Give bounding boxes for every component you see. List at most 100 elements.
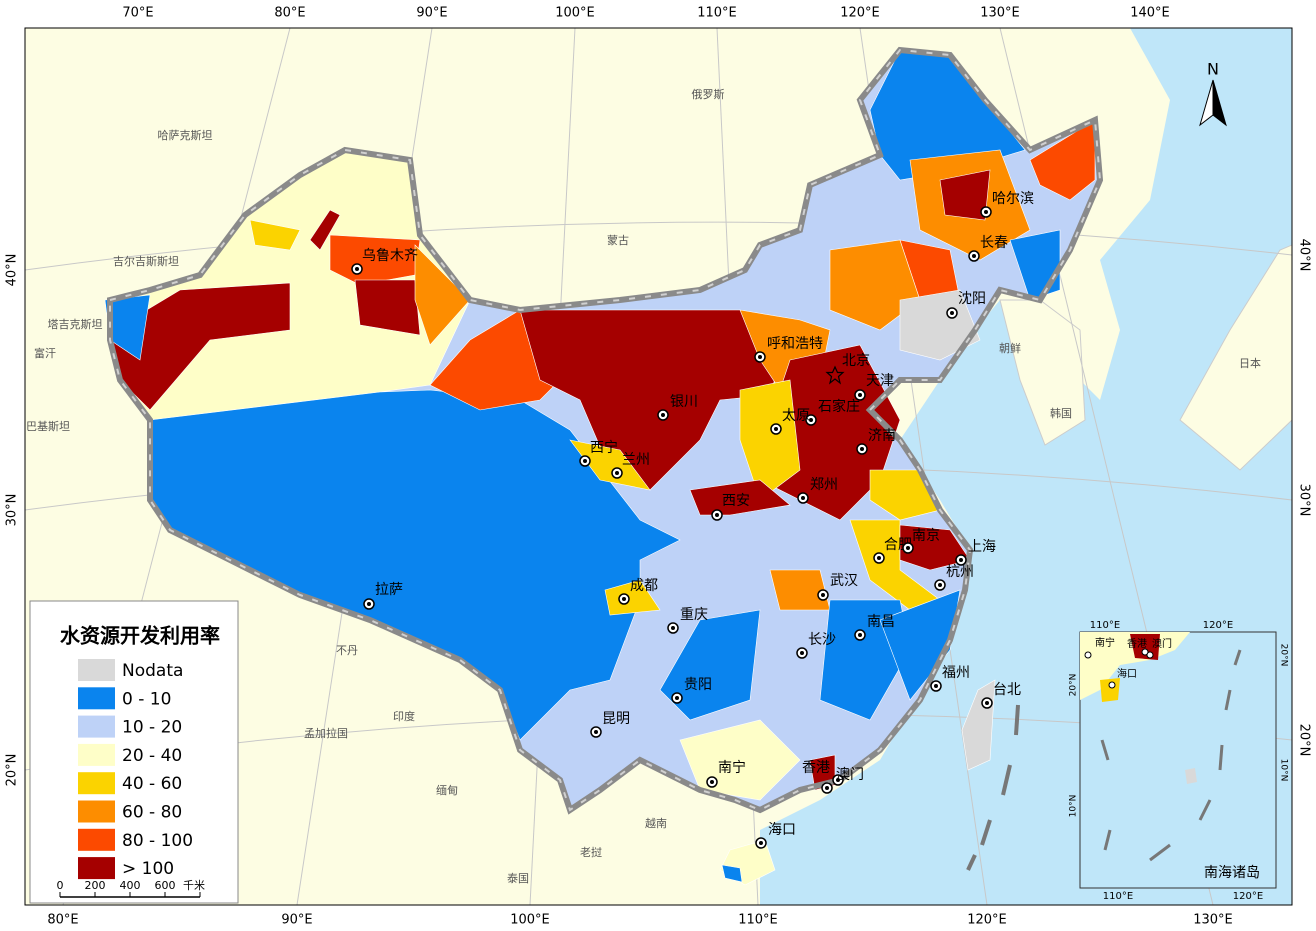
- lat-label: 40°N: [1297, 239, 1312, 272]
- country-label: 缅甸: [436, 783, 458, 797]
- city-marker: [985, 701, 989, 705]
- city-marker: [972, 254, 976, 258]
- city-marker: [759, 841, 763, 845]
- inset-lon: 110°E: [1103, 891, 1133, 902]
- country-label: 巴基斯坦: [26, 419, 70, 433]
- city-marker: [858, 633, 862, 637]
- legend-label: Nodata: [122, 661, 183, 681]
- city-marker: [671, 626, 675, 630]
- city-marker: [355, 267, 359, 271]
- inset-city-label: 香港: [1127, 638, 1147, 650]
- city-marker: [774, 427, 778, 431]
- legend-swatch: [78, 743, 115, 766]
- inset-lat: 20°N: [1069, 674, 1079, 697]
- city-label: 石家庄: [818, 398, 860, 415]
- lat-label: 30°N: [1297, 484, 1312, 517]
- city-label: 太原: [782, 408, 810, 424]
- regions: [104, 49, 1101, 886]
- city-label: 济南: [868, 428, 896, 444]
- city-label: 呼和浩特: [767, 336, 823, 352]
- country-label: 不丹: [336, 644, 358, 657]
- city-marker: [877, 556, 881, 560]
- city-label: 拉萨: [375, 582, 403, 598]
- inset-city-label: 澳门: [1152, 637, 1172, 650]
- lon-label: 130°E: [980, 6, 1020, 21]
- country-label: 蒙古: [607, 234, 629, 247]
- city-marker: [367, 602, 371, 606]
- country-label: 富汗: [34, 346, 56, 360]
- lon-label: 110°E: [738, 913, 778, 928]
- lon-label: 90°E: [416, 6, 447, 21]
- city-label: 澳门: [836, 767, 864, 783]
- inset-land: [1100, 678, 1120, 702]
- city-label: 银川: [670, 394, 698, 410]
- region: [879, 589, 961, 701]
- scale-bar: 0 200 400 600 千米: [57, 879, 205, 898]
- city-label: 南京: [912, 528, 940, 544]
- inset-dashes: [1100, 649, 1242, 862]
- legend-title: 水资源开发利用率: [60, 624, 220, 648]
- scale-label: 600: [155, 879, 176, 892]
- country-label: 老挝: [580, 845, 602, 859]
- legend-swatch: [78, 687, 115, 710]
- lon-label: 70°E: [122, 6, 153, 21]
- city-label: 长沙: [808, 632, 836, 648]
- lon-label: 100°E: [510, 913, 550, 928]
- china-border-dash: [109, 48, 1102, 812]
- legend-swatch: [78, 828, 115, 851]
- inset-city-marker: [1108, 681, 1116, 689]
- region: [604, 579, 661, 616]
- city-marker: [675, 696, 679, 700]
- lat-label: 40°N: [5, 254, 20, 287]
- legend-swatch: [78, 772, 115, 795]
- city-marker: [715, 513, 719, 517]
- inset-land: [1185, 768, 1197, 784]
- outer-labels: 70°E 80°E 90°E 100°E 110°E 120°E 130°E 140°E80°…: [5, 6, 1312, 928]
- lon-label: 130°E: [1193, 913, 1233, 928]
- city-marker: [858, 393, 862, 397]
- legend-label: 10 - 20: [122, 718, 182, 738]
- country-label: 韩国: [1050, 406, 1072, 420]
- city-label: 成都: [630, 578, 658, 594]
- city-marker: [583, 459, 587, 463]
- city-marker: [934, 684, 938, 688]
- city-label: 兰州: [622, 452, 650, 468]
- city-marker: [758, 355, 762, 359]
- inset-city-marker: [1146, 651, 1154, 659]
- legend-label: 80 - 100: [122, 831, 193, 851]
- country-label: 孟加拉国: [304, 726, 348, 740]
- city-marker: [710, 780, 714, 784]
- lat-label: 30°N: [5, 494, 20, 527]
- legend-swatch: [78, 800, 115, 823]
- legend-label: > 100: [122, 859, 174, 879]
- country-label: 朝鲜: [999, 341, 1021, 355]
- lat-label: 20°N: [1297, 724, 1312, 757]
- city-label: 福州: [942, 665, 970, 681]
- scale-label: 400: [120, 879, 141, 892]
- lon-label: 100°E: [555, 6, 595, 21]
- inset-lat: 20°N: [1279, 644, 1289, 667]
- city-label: 上海: [968, 539, 996, 555]
- legend-label: 20 - 40: [122, 746, 182, 766]
- region: [869, 469, 941, 521]
- legend: 水资源开发利用率 Nodata 0 - 10 10 - 20 20 - 40 40 - …: [29, 600, 239, 904]
- city-label: 昆明: [602, 711, 630, 727]
- city-marker: [938, 583, 942, 587]
- region: [309, 209, 341, 251]
- city-marker: [950, 311, 954, 315]
- country-label: 塔吉克斯坦: [48, 317, 103, 331]
- city-marker: [809, 418, 813, 422]
- region: [689, 479, 791, 516]
- labels: 俄罗斯哈萨克斯坦蒙古吉尔吉斯斯坦塔吉克斯坦富汗巴基斯坦不丹印度孟加拉国缅甸越南老…: [26, 88, 1261, 885]
- city-label: 郑州: [810, 477, 838, 493]
- city-marker: [959, 558, 963, 562]
- inset-lon: 110°E: [1090, 620, 1120, 631]
- city-marker: [860, 447, 864, 451]
- region: [899, 524, 971, 571]
- inset-lon: 120°E: [1203, 620, 1233, 631]
- inset-city-label: 海口: [1117, 667, 1137, 680]
- lon-label: 90°E: [281, 913, 312, 928]
- legend-swatch: [78, 715, 115, 738]
